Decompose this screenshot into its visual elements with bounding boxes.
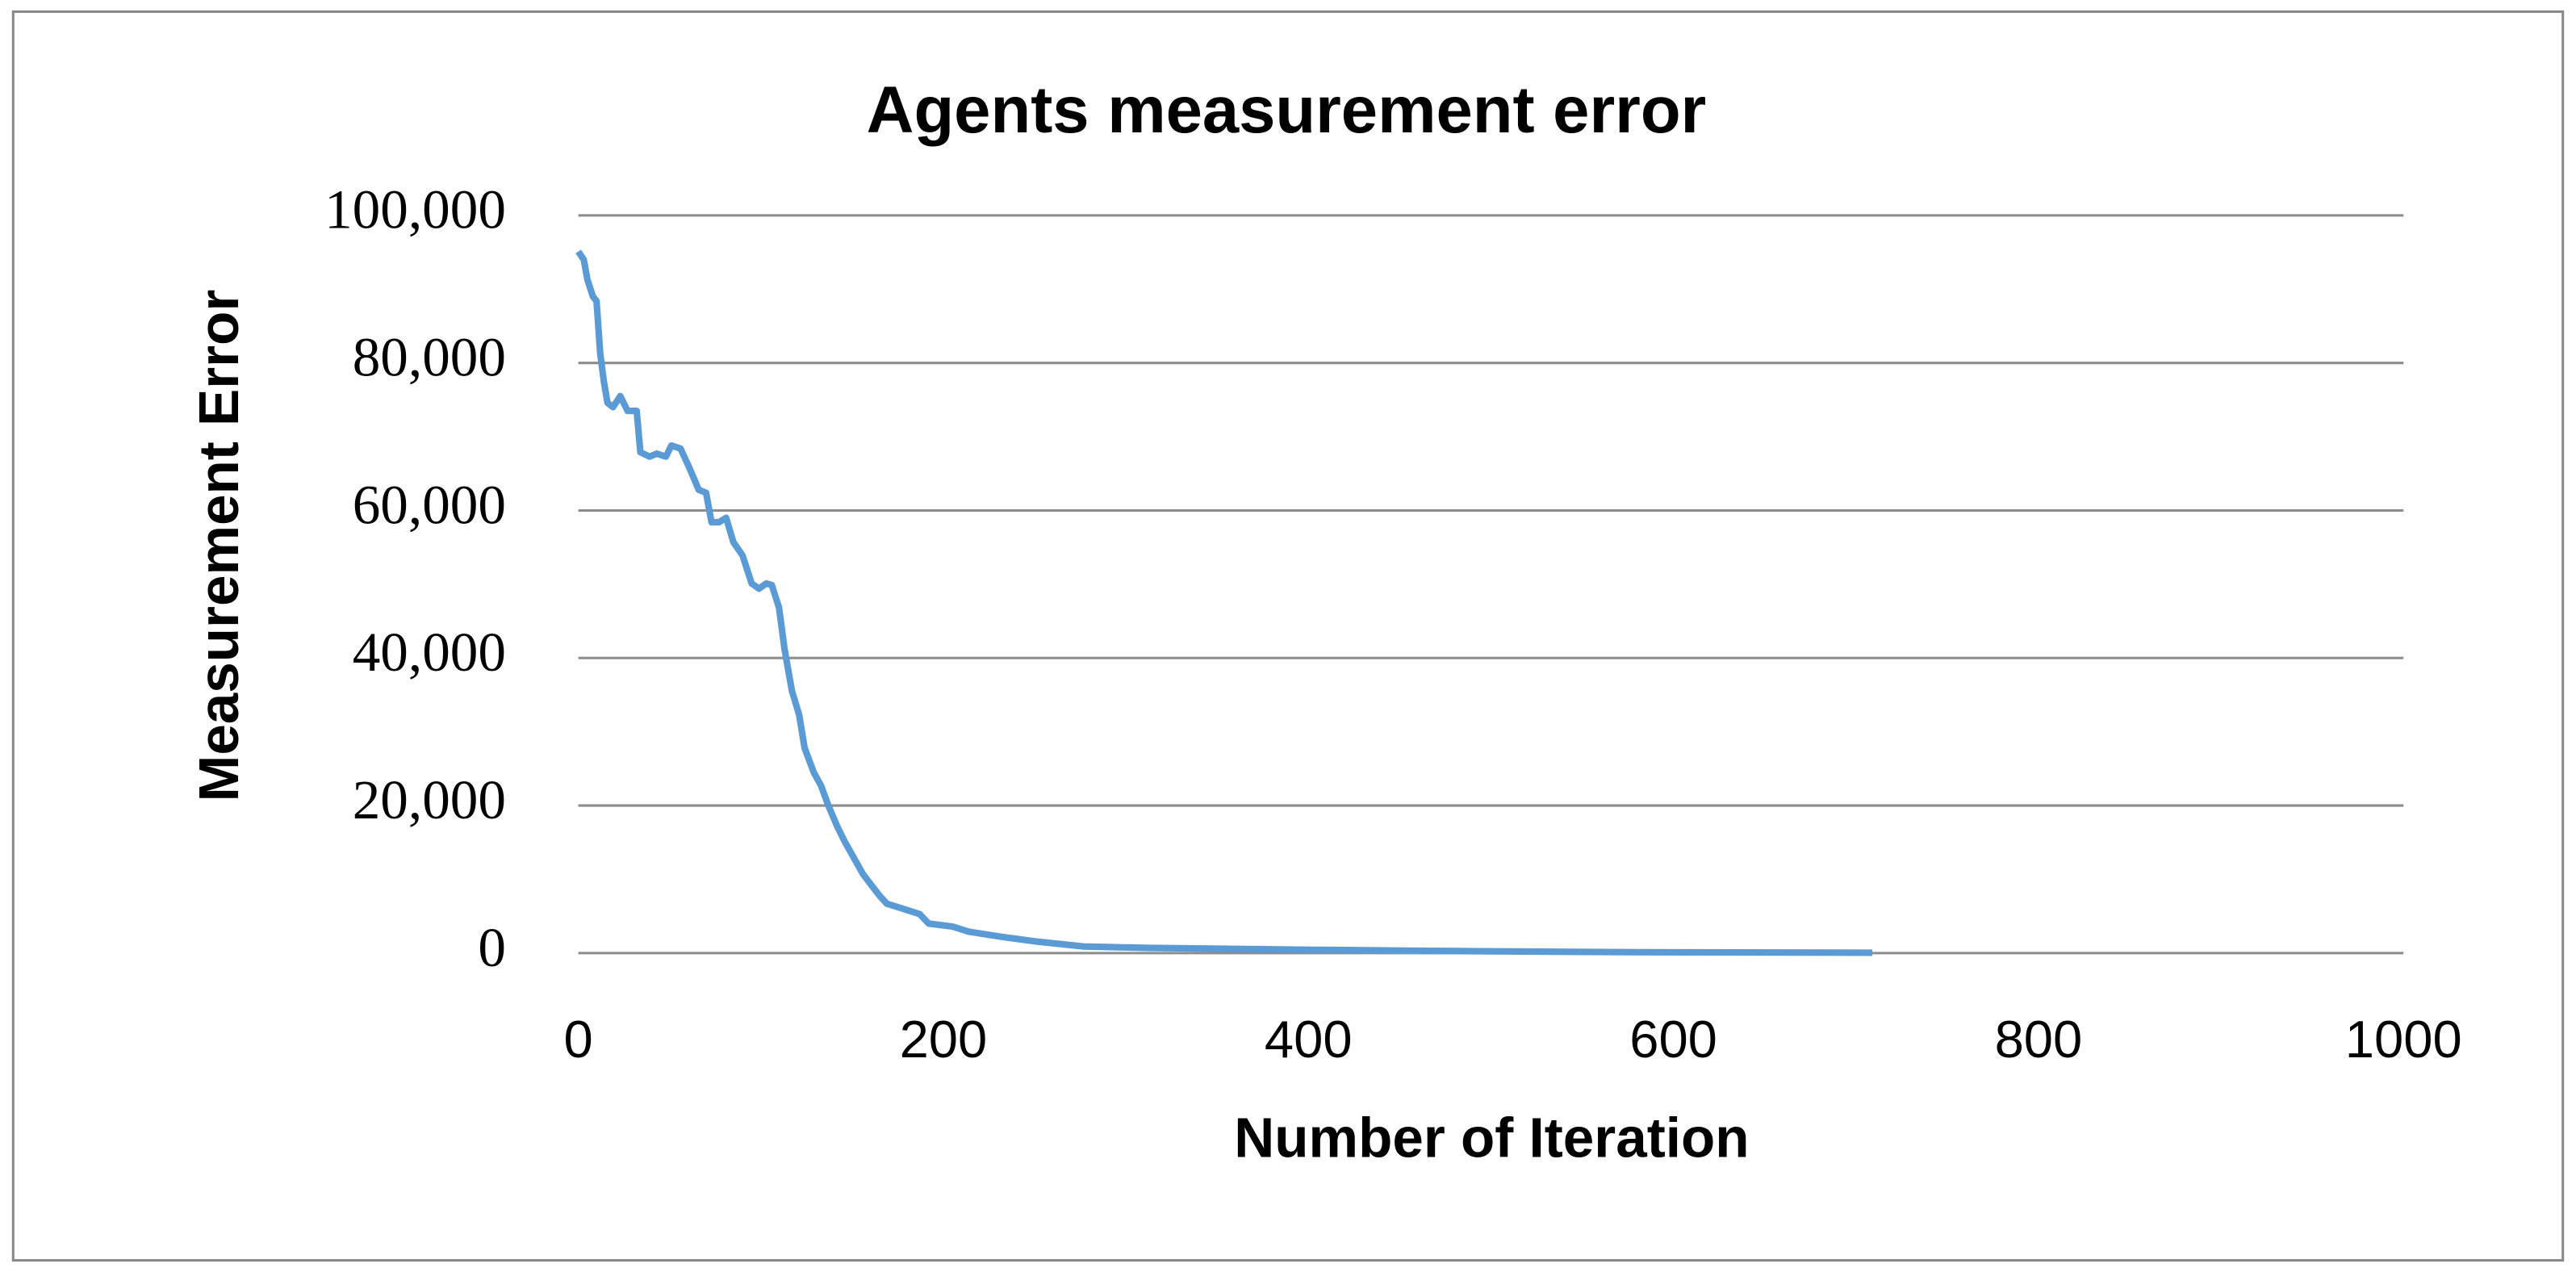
y-tick-label: 20,000 <box>353 768 506 831</box>
chart-border <box>11 10 2565 1262</box>
y-tick-label: 80,000 <box>353 326 506 388</box>
y-axis-label: Measurement Error <box>187 290 250 802</box>
y-tick-label: 60,000 <box>353 473 506 535</box>
x-axis-label: Number of Iteration <box>1234 1106 1749 1169</box>
x-tick-label: 1000 <box>2345 1010 2462 1069</box>
x-tick-label: 200 <box>900 1010 988 1069</box>
x-tick-label: 0 <box>563 1010 592 1069</box>
x-tick-label: 600 <box>1629 1010 1717 1069</box>
x-tick-label: 800 <box>1995 1010 2083 1069</box>
y-tick-label: 0 <box>478 916 506 978</box>
chart-title: Agents measurement error <box>867 73 1707 147</box>
y-tick-label: 40,000 <box>353 621 506 683</box>
x-tick-label: 400 <box>1265 1010 1353 1069</box>
series-line <box>575 249 1873 956</box>
y-tick-label: 100,000 <box>324 178 506 241</box>
